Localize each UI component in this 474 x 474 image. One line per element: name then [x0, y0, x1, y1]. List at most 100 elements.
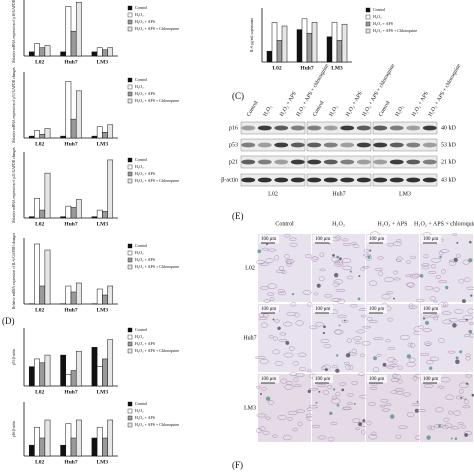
protein-label: p53 — [229, 142, 238, 148]
legend-swatch — [127, 327, 133, 333]
cell — [286, 261, 292, 267]
cell — [259, 286, 270, 290]
cell — [399, 334, 411, 341]
cell — [422, 266, 430, 270]
cell — [369, 280, 378, 286]
cell — [368, 320, 378, 323]
stain — [382, 362, 387, 367]
cell — [396, 256, 403, 262]
cell — [381, 408, 391, 412]
blot-band — [274, 142, 289, 148]
cell — [319, 252, 325, 257]
blot-band — [241, 125, 256, 131]
cell — [294, 312, 300, 318]
x-tick-label: Huh7 — [64, 59, 77, 65]
scale-bar-label: 100 μm — [423, 237, 438, 242]
scale-bar-label: 100 μm — [315, 237, 330, 242]
cell — [442, 302, 449, 308]
cell — [334, 329, 342, 335]
blot-band — [373, 142, 388, 148]
cell — [277, 414, 287, 421]
bar — [44, 128, 51, 139]
cell — [425, 285, 433, 291]
stain — [445, 285, 449, 290]
legend-label: Control — [135, 157, 148, 162]
legend-label: Control — [373, 7, 386, 12]
cell — [309, 325, 318, 330]
stain — [438, 424, 442, 428]
cell — [283, 321, 293, 327]
bar — [96, 47, 103, 57]
cell — [453, 410, 462, 416]
scale-bg — [259, 375, 279, 383]
blot-band — [307, 177, 322, 183]
cell — [342, 242, 352, 246]
legend-swatch — [127, 422, 133, 428]
legend-swatch — [127, 77, 133, 83]
stain — [406, 354, 412, 359]
cell — [255, 356, 266, 359]
cell — [333, 279, 343, 285]
cell — [427, 425, 433, 430]
protein-label: β-actin — [221, 177, 238, 183]
cell — [423, 254, 429, 259]
cell — [341, 238, 349, 242]
stain — [456, 241, 459, 244]
cell — [458, 388, 465, 394]
cell — [346, 402, 353, 405]
scale-bar-label: 100 μm — [369, 237, 384, 242]
bar — [96, 366, 103, 387]
cell — [305, 254, 313, 259]
legend-swatch — [127, 26, 133, 32]
scale-bg — [421, 235, 441, 243]
bar — [65, 6, 72, 57]
legend-swatch — [127, 178, 133, 184]
bar — [102, 437, 108, 457]
cell — [423, 315, 430, 319]
cell — [469, 332, 474, 338]
cell — [383, 277, 395, 283]
lane-label: H₂O₂ — [328, 104, 339, 117]
stain — [461, 299, 466, 304]
bar — [60, 51, 67, 57]
blot-strip — [240, 173, 306, 187]
cell — [302, 290, 312, 295]
stain — [353, 402, 356, 405]
cell — [387, 347, 396, 351]
blot-band — [307, 142, 322, 148]
cell — [365, 255, 372, 261]
scale-bar-label: 100 μm — [315, 377, 330, 382]
legend-label: H₂O₂ — [135, 334, 144, 339]
bar — [306, 32, 313, 63]
legend-label: Control — [135, 243, 148, 248]
cell — [272, 336, 278, 341]
stain — [455, 356, 459, 360]
bar — [107, 285, 114, 305]
legend-label: Control — [135, 401, 148, 406]
micrograph — [258, 304, 311, 372]
bar — [107, 339, 114, 387]
bar — [60, 216, 67, 219]
cell — [293, 384, 302, 388]
legend-label: Control — [135, 5, 148, 10]
cell — [396, 390, 404, 395]
stain — [422, 317, 426, 320]
cell — [366, 420, 372, 426]
legend-swatch — [127, 408, 133, 414]
cell — [351, 348, 357, 354]
cell — [295, 373, 305, 377]
bar — [91, 437, 98, 457]
cell — [269, 297, 275, 301]
cell — [438, 280, 448, 284]
x-tick-label: LM3 — [97, 389, 109, 395]
stain — [416, 400, 419, 403]
cell — [429, 425, 436, 431]
cell — [463, 399, 469, 405]
bar — [39, 285, 46, 305]
lane-label: H₂O₂ — [262, 104, 273, 117]
blot-band — [323, 159, 338, 165]
cell — [286, 259, 293, 265]
cell — [290, 302, 297, 307]
blot-strip — [306, 138, 372, 152]
